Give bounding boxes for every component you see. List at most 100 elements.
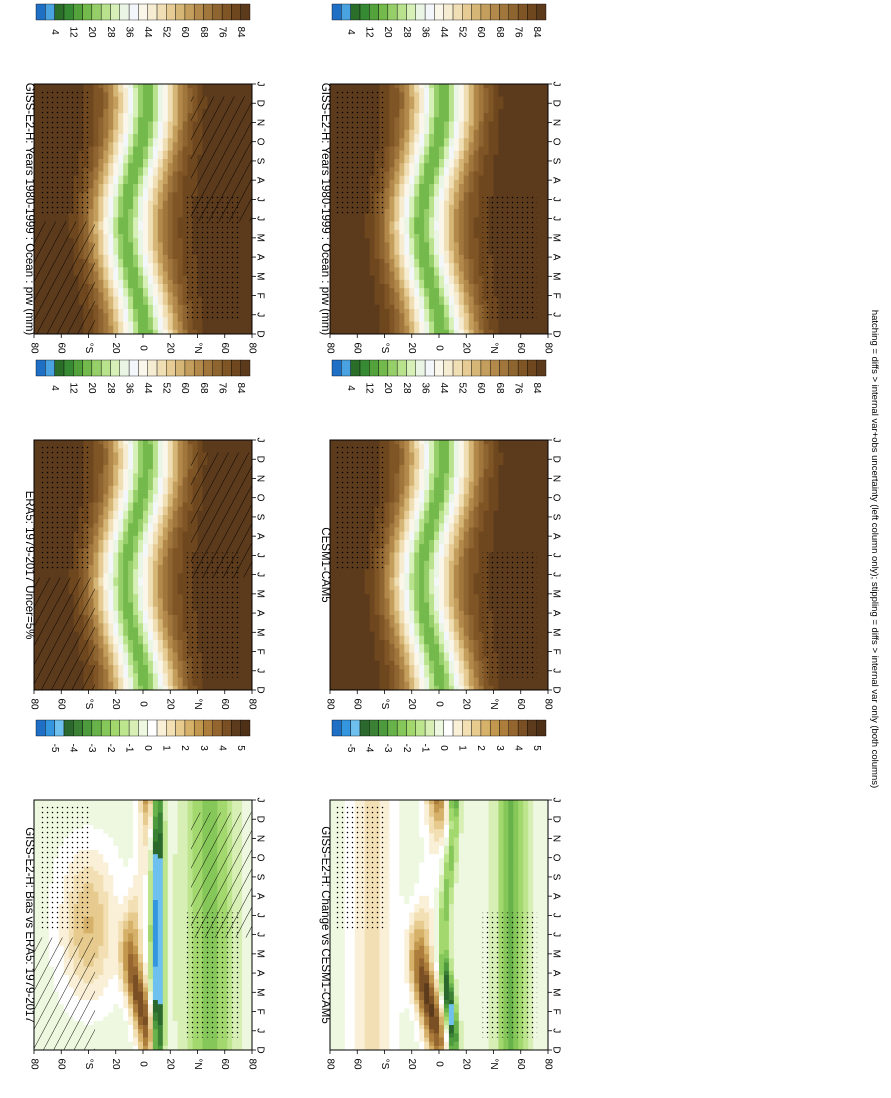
heat-cell xyxy=(192,325,198,331)
heat-cell xyxy=(123,171,129,177)
heat-cell xyxy=(379,271,385,277)
heat-cell xyxy=(162,267,169,272)
heat-cell xyxy=(419,284,425,289)
heat-cell xyxy=(93,275,99,281)
panel-2: GISS-E2-H: Years 1980-1999 : Ocean : prw… xyxy=(319,3,561,354)
heat-cell xyxy=(330,304,336,310)
heat-cell xyxy=(364,259,371,264)
heat-cell xyxy=(143,259,149,264)
heat-cell xyxy=(172,121,179,127)
heat-cell xyxy=(414,317,420,322)
heat-cell xyxy=(157,309,164,314)
heat-cell xyxy=(404,313,410,318)
heat-cell xyxy=(468,134,475,139)
heat-cell xyxy=(488,92,494,97)
heat-cell xyxy=(384,259,390,264)
heat-cell xyxy=(414,313,420,318)
heat-cell xyxy=(463,167,470,172)
heat-cell xyxy=(138,184,144,189)
heat-cell xyxy=(88,184,94,189)
heat-cell xyxy=(177,292,184,297)
heat-cell xyxy=(448,279,455,285)
heat-cell xyxy=(162,321,169,327)
heat-cell xyxy=(138,129,144,135)
heat-cell xyxy=(123,138,129,143)
heat-cell xyxy=(513,96,519,102)
heat-cell xyxy=(113,204,119,210)
heat-cell xyxy=(128,242,134,247)
heat-cell xyxy=(429,179,435,185)
heat-cell xyxy=(434,167,440,172)
heat-cell xyxy=(123,104,129,110)
heat-cell xyxy=(503,184,509,189)
heat-cell xyxy=(399,213,405,218)
heat-cell xyxy=(172,300,179,306)
heat-cell xyxy=(152,159,159,164)
heat-cell xyxy=(458,246,465,252)
heat-cell xyxy=(330,321,336,327)
heat-cell xyxy=(453,196,460,202)
heat-cell xyxy=(453,209,460,214)
heat-cell xyxy=(364,238,371,243)
heat-cell xyxy=(93,192,99,197)
heat-cell xyxy=(177,317,184,322)
heat-cell xyxy=(143,163,149,168)
heat-cell xyxy=(434,300,440,306)
heat-cell xyxy=(483,96,489,102)
heat-cell xyxy=(453,125,460,131)
heat-cell xyxy=(334,275,341,281)
heat-cell xyxy=(488,117,494,122)
heat-cell xyxy=(478,167,484,172)
heat-cell xyxy=(448,200,455,206)
heat-cell xyxy=(88,204,94,210)
heat-cell xyxy=(429,92,435,97)
heat-cell xyxy=(443,238,450,243)
heat-cell xyxy=(123,113,129,118)
heat-cell xyxy=(379,242,385,247)
heat-cell xyxy=(493,146,499,152)
heat-cell xyxy=(399,142,405,147)
heat-cell xyxy=(344,217,351,222)
heat-cell xyxy=(478,188,484,193)
heat-cell xyxy=(448,284,455,289)
heat-cell xyxy=(404,300,410,306)
heat-cell xyxy=(414,217,420,222)
heat-cell xyxy=(453,242,460,247)
heat-cell xyxy=(453,188,460,193)
heat-cell xyxy=(488,167,494,172)
heat-cell xyxy=(227,329,233,335)
heat-cell xyxy=(123,234,129,239)
heat-cell xyxy=(354,259,361,264)
heat-cell xyxy=(478,317,484,322)
heat-cell xyxy=(379,221,385,227)
heat-cell xyxy=(38,213,45,218)
heat-cell xyxy=(162,317,169,322)
heat-cell xyxy=(394,267,400,272)
heat-cell xyxy=(34,138,40,143)
colorbar-label: 84 xyxy=(235,26,246,38)
heat-cell xyxy=(187,188,193,193)
heat-cell xyxy=(138,117,144,122)
heat-cell xyxy=(147,279,154,285)
heat-cell xyxy=(364,242,371,247)
heat-cell xyxy=(374,296,380,302)
heat-cell xyxy=(143,109,149,114)
heat-cell xyxy=(133,225,139,231)
heat-cell xyxy=(133,284,139,289)
heat-cell xyxy=(98,263,104,268)
heat-cell xyxy=(439,129,445,135)
heat-cell xyxy=(448,209,455,214)
heat-cell xyxy=(488,188,494,193)
heat-cell xyxy=(404,204,410,210)
heat-cell xyxy=(128,171,134,177)
heat-cell xyxy=(172,250,179,256)
heat-cell xyxy=(379,246,385,252)
heat-cell xyxy=(157,271,164,277)
heat-cell xyxy=(138,134,144,139)
heat-cell xyxy=(409,159,415,164)
heat-cell xyxy=(399,279,405,285)
heat-cell xyxy=(429,142,435,147)
heat-cell xyxy=(187,163,193,168)
heat-cell xyxy=(508,96,514,102)
heat-cell xyxy=(359,321,366,327)
